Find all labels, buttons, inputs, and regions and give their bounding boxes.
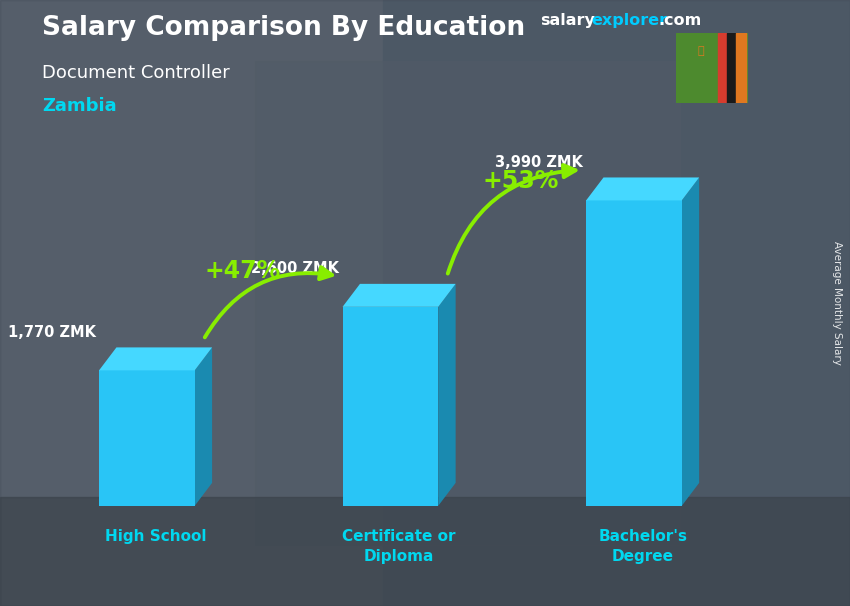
Bar [382,0,850,606]
Text: .com: .com [659,13,702,28]
Polygon shape [682,178,700,506]
Text: Salary Comparison By Education: Salary Comparison By Education [42,15,525,41]
Bar [0,0,382,606]
Bar [736,33,745,103]
Bar [0,497,850,606]
Text: 1,770 ZMK: 1,770 ZMK [8,325,95,340]
Text: 🦅: 🦅 [698,45,705,56]
Text: Average Monthly Salary: Average Monthly Salary [832,241,842,365]
Polygon shape [586,178,700,201]
Polygon shape [195,347,212,506]
Text: +53%: +53% [483,168,559,193]
Bar [586,201,682,506]
Polygon shape [99,347,212,370]
Text: 2,600 ZMK: 2,600 ZMK [251,261,339,276]
Polygon shape [343,284,456,307]
Bar [727,33,736,103]
Polygon shape [439,284,456,506]
Text: Bachelor's
Degree: Bachelor's Degree [598,529,687,564]
Text: High School: High School [105,529,207,544]
Bar [343,307,439,506]
Text: salary: salary [540,13,595,28]
Bar [99,370,195,506]
Text: 3,990 ZMK: 3,990 ZMK [495,155,582,170]
Text: Certificate or
Diploma: Certificate or Diploma [343,529,456,564]
Text: +47%: +47% [204,259,280,283]
Text: explorer: explorer [592,13,668,28]
Bar [255,61,680,545]
Bar [717,33,727,103]
Text: Document Controller: Document Controller [42,64,230,82]
Text: Zambia: Zambia [42,97,117,115]
